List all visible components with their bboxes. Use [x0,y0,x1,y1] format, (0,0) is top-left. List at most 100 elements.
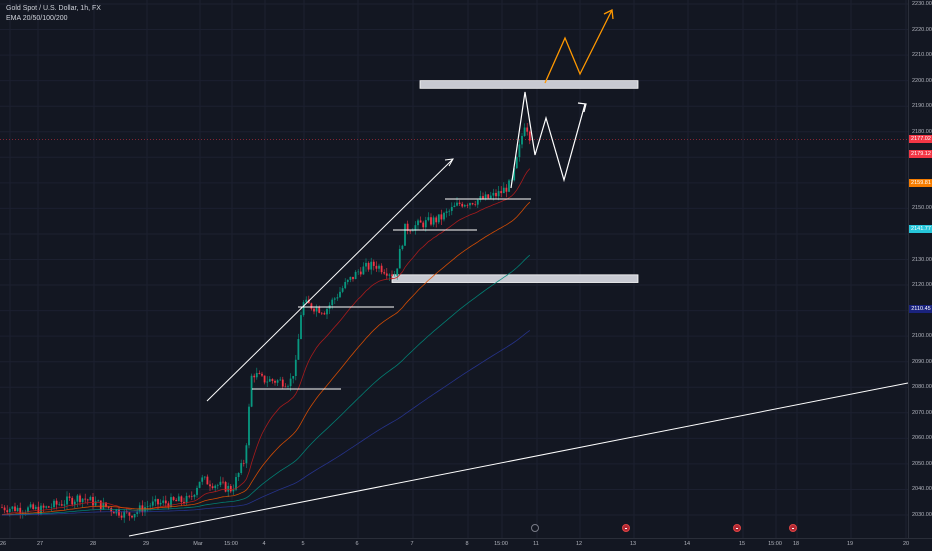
candle-body [443,212,445,220]
candle-body [458,202,461,204]
price-tick-label: 2150.00 [912,205,932,212]
price-axis[interactable]: 2230.00 2220.00 2210.00 2200.00 2190.00 2180.… [908,0,932,538]
candle-body [19,507,22,514]
candle-body [378,265,380,269]
candle-body [76,495,79,502]
candle-body [94,501,97,506]
candle-body [3,507,6,511]
candle-body [523,127,526,136]
candle-body [50,507,53,508]
ema100-line [1,254,531,516]
candle-body [453,205,456,208]
time-tick-label: 7 [410,541,414,547]
candle-body [385,273,388,276]
info-event-icon[interactable] [531,524,539,532]
economic-event-icon[interactable] [622,524,630,532]
candle-body [188,495,191,497]
candle-body [437,214,440,223]
candle-body [235,477,237,490]
time-tick-label: 5 [301,541,305,547]
time-tick-label: 14 [683,541,691,547]
candle-body [261,373,263,376]
candle-body [110,507,113,512]
time-tick-label: 28 [89,541,97,547]
price-tick-label: 2180.00 [912,128,932,135]
candle-body [339,291,341,298]
candle-body [435,217,438,223]
arrow-head [577,102,587,113]
price-tick-label: 2050.00 [912,460,932,467]
candle-body [417,220,419,226]
candle-body [6,510,9,513]
indicator-label[interactable]: EMA 20/50/100/200 [6,15,68,22]
candle-body [448,210,451,212]
candle-body [224,482,227,492]
candle-body [466,205,469,206]
candle-body [469,203,471,206]
candle-body [128,512,131,516]
candle-body [73,501,76,505]
candle-body [232,489,235,492]
price-tag: 2177.02 [909,135,932,144]
candle-body [367,262,370,270]
candle-body [84,498,87,500]
candle-body [422,222,425,228]
candle-body [281,379,284,387]
projection-path-orange[interactable] [544,9,613,84]
candle-body [167,503,170,508]
candle-body [440,214,443,220]
candle-body [136,511,139,514]
time-tick-label: 11 [533,541,539,547]
candle-body [201,477,204,482]
candle-body [60,504,63,506]
candle-body [32,504,35,509]
candle-body [294,359,297,377]
candle-body [79,495,81,503]
candle-body [180,496,183,502]
candle-body [380,265,383,273]
candle-body [357,271,360,273]
arrow-head [444,158,454,167]
candle-body [500,191,503,194]
candle-body [198,481,201,488]
candle-body [86,499,89,501]
price-tick-label: 2120.00 [912,282,932,289]
price-zone[interactable] [391,274,639,283]
long-trend-line[interactable] [128,382,908,537]
projection-path-white[interactable] [510,91,586,189]
candle-body [68,496,71,498]
chart-legend: Gold Spot / U.S. Dollar, 1h, FX EMA 20/5… [6,4,101,24]
candle-body [352,276,354,280]
price-tick-label: 2200.00 [912,77,932,84]
candle-body [515,157,518,169]
candle-body [34,506,37,509]
economic-event-icon[interactable] [733,524,741,532]
candle-body [393,275,396,277]
candle-body [263,375,266,383]
time-axis[interactable]: 26 27 28 29 Mar 15:00 4 5 6 7 8 15:00 11 12 13 14 15 15:0… [0,538,932,551]
candle-body [99,500,102,510]
candle-body [396,268,399,276]
candle-body [391,274,393,276]
candle-body [362,266,365,275]
candle-body [271,379,274,381]
time-tick-label: 6 [355,541,359,547]
price-zone[interactable] [419,80,639,89]
candle-body [250,375,253,407]
price-tick-label: 2060.00 [912,435,932,442]
time-tick-label: 18 [792,541,800,547]
economic-event-icon[interactable] [789,524,797,532]
candle-body [354,271,357,280]
time-tick-label: 4 [262,541,266,547]
candle-body [123,511,126,518]
candle-body [476,199,479,205]
candle-body [162,500,165,503]
candle-body [258,373,261,374]
time-tick-label: 29 [142,541,150,547]
candle-body [474,204,477,205]
candle-body [229,485,232,492]
candle-body [365,262,367,267]
trend-channel-line[interactable] [206,158,454,402]
price-chart[interactable] [0,0,908,538]
